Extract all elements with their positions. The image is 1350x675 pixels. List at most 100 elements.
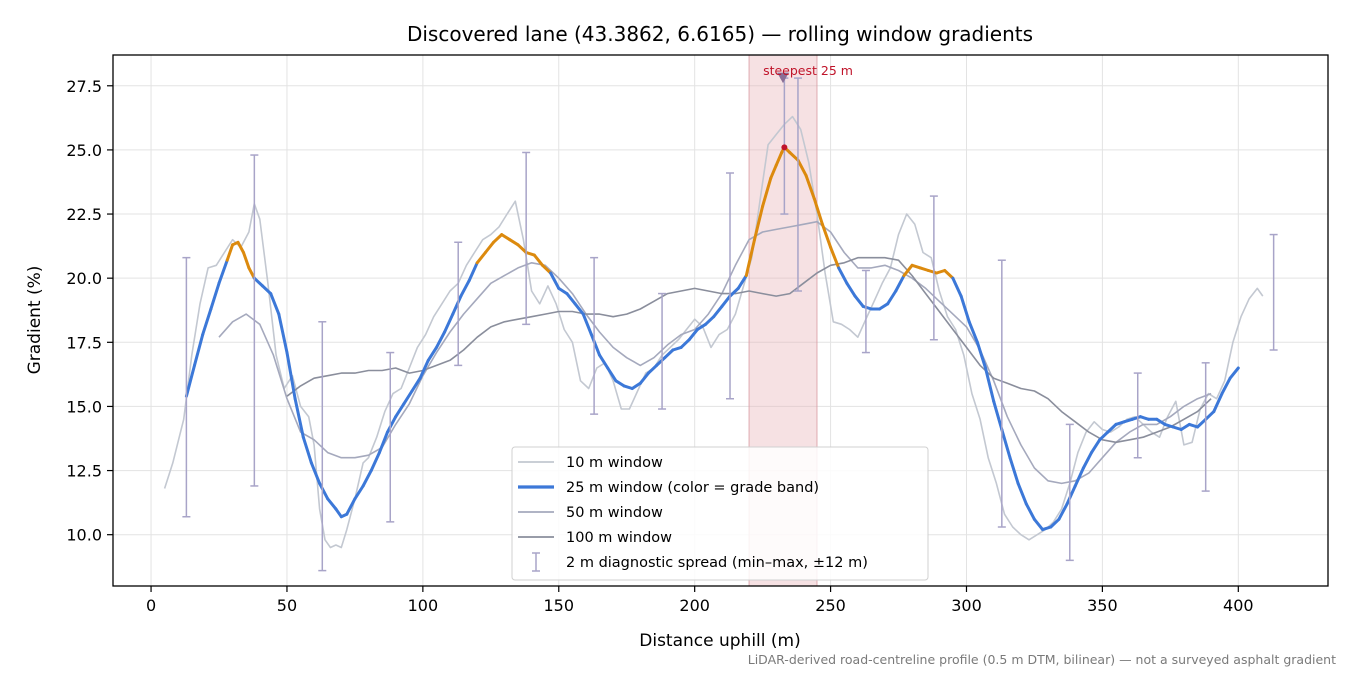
series-25m-segment-19 [326, 497, 338, 511]
series-25m-segment-16 [301, 435, 313, 465]
series-25m-segment-36 [459, 279, 471, 298]
x-tick-label-3: 150 [543, 596, 574, 615]
series-25m-segment-34 [443, 312, 455, 334]
y-tick-label-3: 17.5 [66, 333, 102, 352]
series-25m-segment-113 [1073, 466, 1085, 488]
series-25m-segment-115 [1090, 438, 1102, 455]
series-25m-segment-0 [184, 363, 196, 398]
series-25m-segment-31 [418, 358, 430, 380]
series-25m-segment-89 [878, 302, 890, 311]
series-25m-segment-128 [1196, 417, 1208, 429]
steepest-annotation: steepest 25 m [763, 63, 853, 78]
y-tick-label-2: 15.0 [66, 397, 102, 416]
x-tick-label-5: 250 [815, 596, 846, 615]
series-25m-segment-103 [992, 399, 1004, 431]
legend-label-100m: 100 m window [566, 530, 672, 546]
series-25m-segment-70 [736, 274, 748, 290]
series-25m-segment-39 [483, 240, 495, 254]
marker-layer [777, 72, 789, 151]
y-tick-label-6: 25.0 [66, 141, 102, 160]
legend-swatch-spread [532, 552, 540, 572]
series-25m-segment-101 [975, 340, 987, 370]
series-25m-segment-55 [614, 379, 626, 388]
series-25m-segment-84 [837, 266, 849, 285]
series-25m-segment-100 [967, 320, 979, 344]
series-25m-segment-112 [1065, 484, 1077, 506]
series-25m-segment-81 [812, 197, 824, 226]
tick-layer: 0 50 100 150 200 250 300 350 400 10.0 12.5 15.0 17.5… [66, 77, 1253, 615]
series-25m-segment-45 [532, 253, 544, 267]
steepest-peak-marker [777, 72, 789, 84]
series-25m-segment-47 [549, 271, 561, 290]
series-25m-segment-116 [1098, 430, 1110, 442]
series-25m-segment-99 [959, 294, 971, 324]
series-25m-segment-33 [435, 330, 447, 349]
series-25m-segment-73 [761, 176, 773, 208]
plot-frame [112, 54, 1329, 587]
spread-layer [182, 77, 1278, 572]
x-tick-label-1: 50 [277, 596, 297, 615]
series-25m-segment-46 [541, 263, 553, 275]
series-25m-segment-105 [1008, 456, 1020, 485]
series-25m-segment-2 [201, 307, 213, 337]
series-25m-segment-104 [1000, 428, 1012, 460]
series-25m-segment-50 [573, 302, 585, 316]
series-25m-segment-14 [285, 351, 297, 401]
series-25m-segment-29 [402, 389, 414, 406]
series-25m-segment-37 [467, 261, 479, 283]
series-25m-segment-106 [1016, 481, 1028, 506]
series-25m-segment-41 [500, 233, 512, 242]
series-25m-segment-102 [984, 366, 996, 403]
series-25m-segment-10 [252, 276, 264, 288]
series-25m-segment-11 [261, 284, 273, 296]
series-layer [163, 115, 1264, 549]
series-25m-segment-43 [516, 243, 528, 254]
series-25m-segment-131 [1220, 376, 1232, 396]
series-25m-segment-1 [193, 333, 205, 367]
series-25m-segment-25 [369, 451, 381, 473]
series-25m-segment-126 [1179, 422, 1191, 431]
series-25m-segment-123 [1155, 417, 1167, 426]
series-25m-segment-61 [663, 348, 675, 360]
y-tick-label-0: 10.0 [66, 526, 102, 545]
series-25m-segment-7 [236, 240, 245, 254]
legend-label-25m: 25 m window (color = grade band) [566, 480, 819, 496]
series-25m-segment-69 [728, 286, 740, 298]
x-axis-title: Distance uphill (m) [639, 631, 800, 651]
series-25m-segment-71 [744, 238, 756, 278]
series-25m-segment-110 [1049, 517, 1061, 529]
series-25m-segment-60 [655, 356, 667, 367]
x-tick-label-6: 300 [951, 596, 982, 615]
series-25m-segment-3 [209, 281, 221, 311]
series-25m-segment-30 [410, 376, 422, 393]
y-tick-label-5: 22.5 [66, 205, 102, 224]
series-25m-segment-92 [902, 263, 914, 278]
series-25m-segment-52 [589, 333, 601, 357]
legend: 10 m window 25 m window (color = grade b… [511, 446, 929, 581]
y-tick-label-4: 20.0 [66, 269, 102, 288]
series-25m-segment-32 [426, 345, 438, 362]
series-25m-segment-83 [829, 245, 841, 270]
series-25m-segment-20 [334, 507, 343, 519]
series-25m-segment-132 [1228, 366, 1240, 380]
series-25m-segment-23 [353, 484, 365, 501]
series-25m-segment-42 [508, 238, 520, 247]
series-25m-segment-15 [293, 397, 305, 439]
series-25m-segment-117 [1106, 422, 1118, 434]
series-25m-segment-38 [475, 251, 487, 265]
series-25m-segment-35 [451, 294, 463, 316]
legend-label-10m: 10 m window [566, 455, 663, 471]
series-25m-segment-86 [853, 294, 865, 308]
legend-label-50m: 50 m window [566, 505, 663, 521]
series-25m-segment-63 [679, 338, 691, 349]
series-25m-segment-68 [720, 294, 732, 308]
series-25m-segment-4 [217, 258, 229, 285]
series-25m-segment-67 [712, 304, 724, 319]
x-tick-label-2: 100 [408, 596, 439, 615]
series-25m-segment-8 [242, 251, 251, 270]
series-25m-segment-114 [1081, 451, 1093, 470]
series-25m-segment-90 [886, 289, 898, 306]
y-tick-label-1: 12.5 [66, 462, 102, 481]
series-25m-segment-80 [804, 174, 816, 201]
